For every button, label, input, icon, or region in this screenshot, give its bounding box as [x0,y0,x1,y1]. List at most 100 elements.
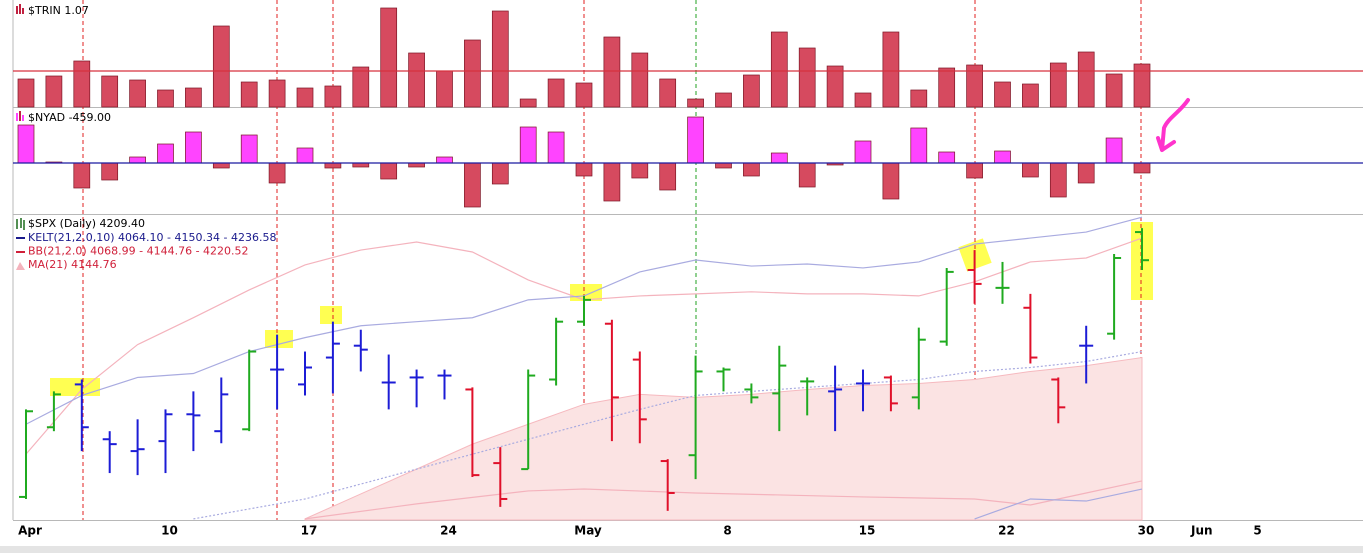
bar [73,60,91,108]
x-tick-label: 15 [859,524,876,538]
bar [1022,83,1039,108]
bar [436,70,453,108]
bar [436,156,453,164]
bar [324,85,342,108]
bar [157,143,174,164]
bar [966,64,983,108]
bar [854,140,872,164]
bottom-strip [0,546,1363,553]
bar [240,81,258,108]
icon [16,113,18,121]
bar [994,150,1011,164]
bar [45,75,63,108]
x-tick-label: Jun [1190,524,1213,538]
bar [519,98,537,108]
bar [687,98,704,108]
bar [603,36,621,108]
bar [1049,62,1067,108]
x-tick-label: 10 [161,524,178,538]
bar [352,66,370,108]
bar [1022,162,1039,178]
bar [324,162,342,169]
bar [659,78,677,108]
bar [1077,162,1095,184]
bar [687,116,704,164]
bar [770,31,788,108]
band-line [974,488,1143,520]
bar [296,147,314,164]
bar [129,79,146,108]
band-line [304,480,1143,520]
bar [575,82,593,108]
bar [268,162,286,184]
bar [910,127,928,164]
bar [185,87,202,108]
icon [22,115,24,121]
bar [185,131,202,164]
bar [659,162,677,191]
bar [882,162,900,200]
x-tick-label: 22 [998,524,1015,538]
bar [631,162,649,179]
icon [22,8,24,14]
bar [17,124,35,164]
bar [1105,137,1123,164]
legend-entry: BB(21,2.0) 4068.99 - 4144.76 - 4220.52 [28,245,249,258]
bar [380,7,398,108]
icon [19,4,21,14]
bar [575,162,593,177]
bar [101,162,119,181]
bar [994,81,1011,108]
highlight [320,306,342,324]
bar [268,79,286,108]
icon [16,218,25,230]
bar [1105,73,1123,108]
legend-icons [16,4,25,270]
x-tick-label: 17 [301,524,318,538]
x-tick-label: 30 [1138,524,1155,538]
icon [19,111,21,121]
bar [212,25,230,108]
bar [547,78,565,108]
bar [380,162,398,180]
bar [1133,63,1151,108]
annotation-arrow [1156,98,1190,152]
highlight [265,330,293,348]
bar [519,126,537,164]
bar [854,92,872,108]
bar [101,75,119,108]
bar [715,162,732,169]
legend-entry: KELT(21,2.0,10) 4064.10 - 4150.34 - 4236… [28,231,276,244]
bar [1133,162,1151,174]
bar [547,131,565,164]
x-tick-label: 8 [723,524,731,538]
bar [240,134,258,164]
bar [798,162,816,188]
bar [910,89,928,108]
bar [1049,162,1067,198]
bar [631,52,649,108]
bar [938,67,956,108]
x-tick-label: May [574,524,602,538]
bar [743,74,760,108]
panel-title: $TRIN 1.07 [28,4,89,17]
bar [938,151,956,164]
panel-title: $NYAD -459.00 [28,111,111,124]
icon [16,6,18,14]
legend-entry: MA(21) 4144.76 [28,258,117,271]
bar [157,89,174,108]
bar [491,10,509,108]
bar [1077,51,1095,108]
bar [408,52,425,108]
bar [743,162,760,177]
icon [16,262,25,270]
bar [296,87,314,108]
panel-title: $SPX (Daily) 4209.40 [28,217,145,230]
bar [212,162,230,169]
highlight [50,378,100,396]
bar [17,78,35,108]
bar [603,162,621,202]
bar [882,31,900,108]
bar [491,162,509,185]
